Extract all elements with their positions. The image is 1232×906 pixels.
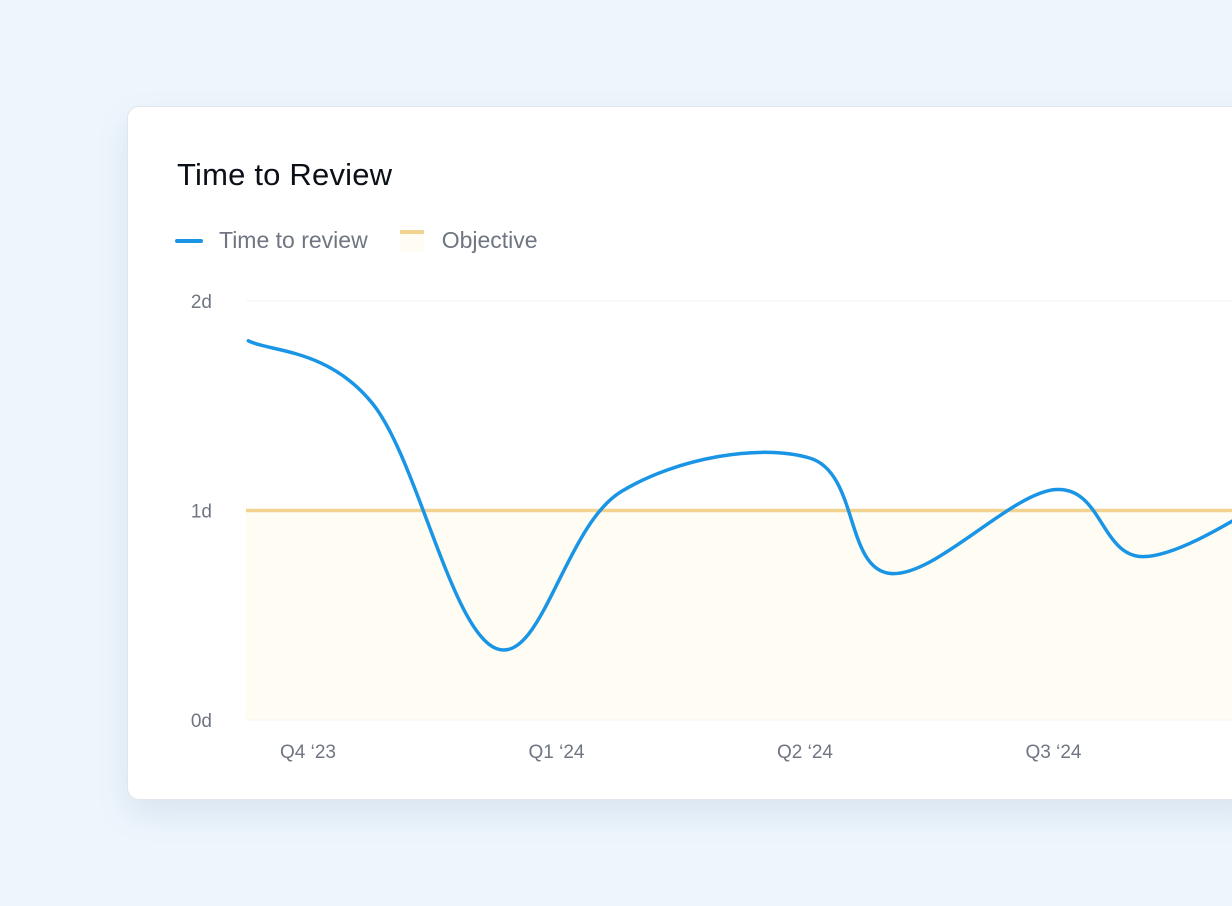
series-line-time-to-review (246, 339, 1232, 652)
x-tick-label: Q3 ‘24 (1026, 742, 1082, 763)
chart-title: Time to Review (177, 157, 393, 192)
x-tick-label: Q2 ‘24 (777, 742, 833, 763)
y-tick-label: 1d (191, 502, 212, 523)
x-tick-label: Q4 ‘23 (280, 742, 336, 763)
objective-area (246, 510, 1232, 720)
legend-item-objective[interactable]: Objective (399, 227, 538, 254)
y-tick-label: 0d (191, 711, 212, 732)
legend-swatch-objective (399, 229, 424, 252)
x-tick-label: Q1 ‘24 (529, 742, 585, 763)
legend-label-time-to-review: Time to review (219, 227, 368, 253)
legend-label-objective: Objective (441, 227, 538, 253)
legend-swatch-time-to-review (175, 238, 203, 243)
legend-item-time-to-review[interactable]: Time to review (175, 227, 368, 254)
chart-card: Time to Review Time to review Objective … (127, 106, 1232, 800)
chart-plot: 0d 1d 2d Q4 ‘23 Q1 ‘24 Q2 ‘24 Q3 ‘24 (191, 292, 1232, 763)
chart-legend: Time to review Objective (175, 227, 570, 254)
y-tick-label: 2d (191, 292, 212, 313)
